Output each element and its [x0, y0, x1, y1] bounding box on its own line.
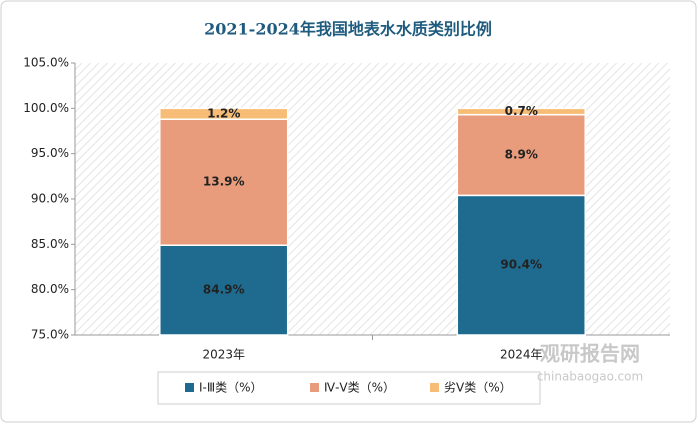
value-label: 90.4%: [500, 258, 542, 272]
x-tick-label: 2024年: [500, 348, 543, 362]
bar-segment: [159, 118, 289, 246]
watermark: chinabaogao.com: [537, 370, 643, 384]
y-tick-label: 95.0%: [31, 146, 69, 160]
value-label: 0.7%: [505, 104, 538, 118]
watermark: 观研报告网: [540, 342, 640, 366]
x-tick-label: 2023年: [202, 348, 245, 362]
legend-swatch: [430, 383, 439, 392]
bar-segment: [159, 107, 289, 120]
value-label: 1.2%: [207, 106, 240, 120]
y-tick-label: 100.0%: [23, 101, 69, 115]
bar-segment: [456, 107, 586, 116]
chart-title: 2021-2024年我国地表水水质类别比例: [204, 20, 492, 39]
y-tick-label: 85.0%: [31, 237, 69, 251]
legend-swatch: [310, 383, 319, 392]
value-label: 13.9%: [203, 175, 245, 189]
legend-label: Ⅳ-Ⅴ类（%）: [324, 381, 395, 395]
value-label: 8.9%: [505, 148, 538, 162]
y-tick-label: 75.0%: [31, 328, 69, 342]
y-tick-label: 90.0%: [31, 192, 69, 206]
legend-box: [157, 371, 541, 405]
bar-segment: [456, 194, 586, 336]
legend-swatch: [185, 383, 194, 392]
y-tick-label: 80.0%: [31, 282, 69, 296]
bar-segment: [159, 244, 289, 336]
legend-label: 劣Ⅴ类（%）: [444, 381, 512, 395]
value-label: 84.9%: [203, 283, 245, 297]
y-tick-label: 105.0%: [23, 56, 69, 70]
legend-label: Ⅰ-Ⅲ类（%）: [199, 381, 263, 395]
